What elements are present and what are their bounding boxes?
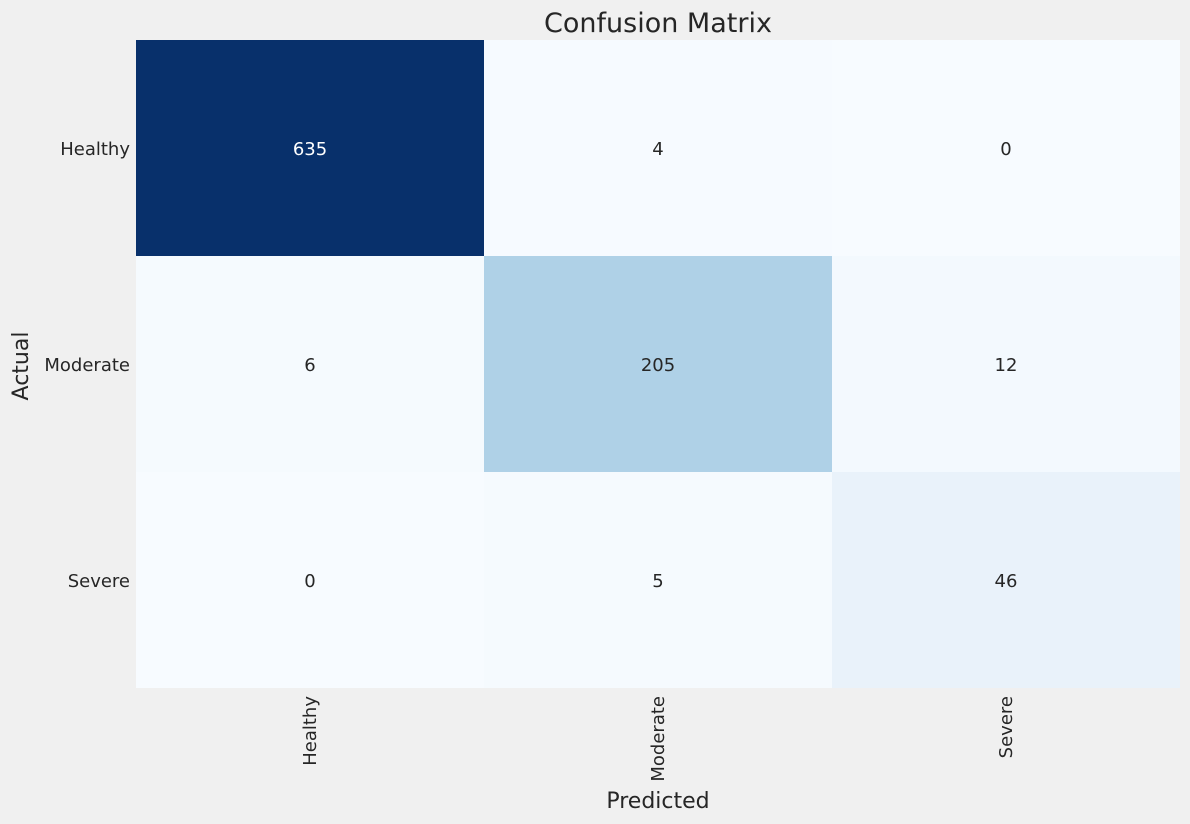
- x-tick-labels: Healthy Moderate Severe: [300, 696, 1017, 782]
- cell-value-label: 635: [293, 139, 327, 160]
- x-axis-label: Predicted: [606, 789, 709, 814]
- y-tick-labels: Healthy Moderate Severe: [44, 139, 130, 592]
- heatmap-cell: [484, 472, 832, 688]
- x-tick-label: Moderate: [648, 696, 669, 782]
- x-tick-label: Healthy: [300, 696, 321, 766]
- cell-value-label: 205: [641, 355, 675, 376]
- heatmap-cell: [136, 256, 484, 472]
- heatmap-cell: [136, 472, 484, 688]
- cell-value-label: 12: [995, 355, 1018, 376]
- y-tick-label: Healthy: [60, 139, 130, 160]
- cell-value-label: 0: [304, 571, 315, 592]
- cell-value-label: 46: [995, 571, 1018, 592]
- y-tick-label: Moderate: [44, 355, 130, 376]
- chart-title: Confusion Matrix: [544, 8, 772, 39]
- heatmap-cell: [484, 256, 832, 472]
- cell-value-label: 0: [1000, 139, 1011, 160]
- heatmap-cell: [832, 40, 1180, 256]
- heatmap-cell: [832, 256, 1180, 472]
- cell-value-label: 4: [652, 139, 663, 160]
- x-tick-label: Severe: [996, 696, 1017, 758]
- y-tick-label: Severe: [68, 571, 130, 592]
- heatmap-cells: 635 4 0 6 205 12 0 5 46: [136, 40, 1180, 688]
- cell-value-label: 6: [304, 355, 315, 376]
- cell-value-label: 5: [652, 571, 663, 592]
- heatmap-cell: [136, 40, 484, 256]
- heatmap-cell: [832, 472, 1180, 688]
- y-axis-label: Actual: [9, 332, 34, 401]
- heatmap-cell: [484, 40, 832, 256]
